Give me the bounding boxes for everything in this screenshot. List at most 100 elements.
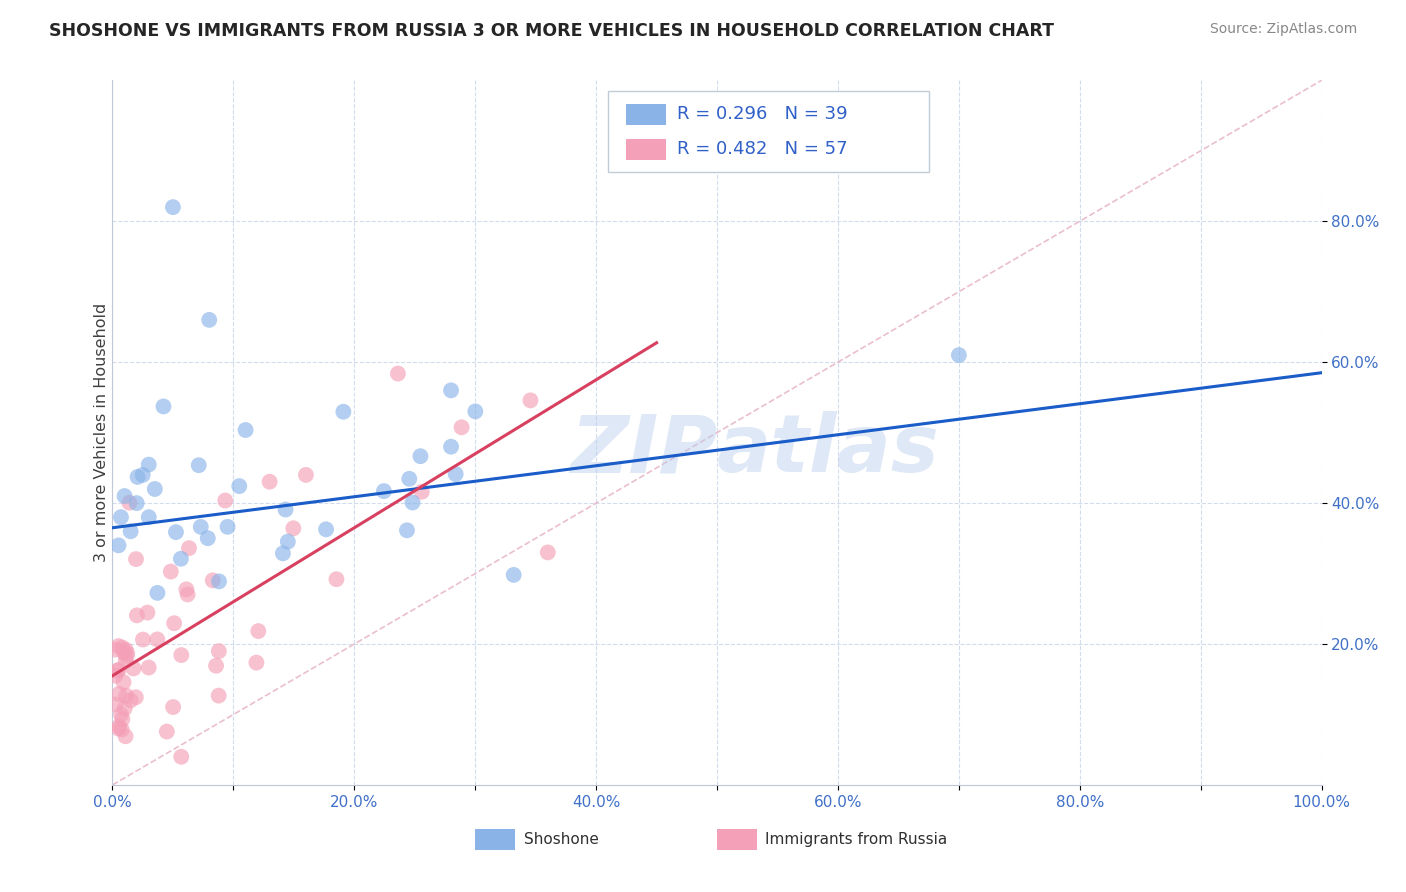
Point <box>115 648 138 663</box>
Point <box>136 606 159 620</box>
Point <box>519 393 541 408</box>
Point <box>208 574 231 589</box>
Point <box>115 646 138 660</box>
FancyBboxPatch shape <box>609 91 929 172</box>
Point <box>111 640 134 655</box>
Point <box>120 524 142 539</box>
Point <box>228 479 250 493</box>
Point <box>132 632 155 647</box>
FancyBboxPatch shape <box>717 830 756 850</box>
Point <box>115 689 138 703</box>
Point <box>138 510 160 524</box>
Text: SHOSHONE VS IMMIGRANTS FROM RUSSIA 3 OR MORE VEHICLES IN HOUSEHOLD CORRELATION C: SHOSHONE VS IMMIGRANTS FROM RUSSIA 3 OR … <box>49 22 1054 40</box>
Point <box>283 521 305 535</box>
Point <box>948 348 970 362</box>
Point <box>411 484 433 499</box>
Point <box>373 484 395 499</box>
Point <box>176 582 198 597</box>
Point <box>274 502 297 516</box>
Point <box>125 496 148 510</box>
Point <box>170 551 193 566</box>
Point <box>235 423 257 437</box>
Point <box>444 467 467 481</box>
Point <box>177 541 200 556</box>
Point <box>537 545 560 559</box>
Point <box>259 475 281 489</box>
Point <box>125 690 148 705</box>
Point <box>165 525 187 540</box>
Point <box>108 663 131 677</box>
Point <box>295 467 318 482</box>
Point <box>110 707 132 722</box>
Point <box>315 522 337 536</box>
Point <box>104 642 127 657</box>
Point <box>112 675 135 690</box>
Point <box>127 470 149 484</box>
Point <box>398 472 420 486</box>
Text: atlas: atlas <box>717 411 939 489</box>
Text: ZIP: ZIP <box>569 411 717 489</box>
Point <box>208 644 231 658</box>
Point <box>107 639 129 653</box>
Point <box>502 568 524 582</box>
Point <box>112 645 135 659</box>
Point <box>118 496 141 510</box>
Point <box>170 648 193 662</box>
Point <box>440 384 463 398</box>
Point <box>395 524 418 538</box>
Point <box>201 574 224 588</box>
Point <box>277 534 299 549</box>
Point <box>440 440 463 454</box>
Point <box>108 687 131 701</box>
Point <box>107 722 129 736</box>
Point <box>104 698 127 712</box>
Text: Immigrants from Russia: Immigrants from Russia <box>765 832 948 847</box>
Point <box>146 632 169 647</box>
Point <box>198 313 221 327</box>
FancyBboxPatch shape <box>626 139 666 160</box>
Point <box>110 510 132 524</box>
Point <box>332 405 354 419</box>
Point <box>114 653 136 667</box>
Point <box>120 693 142 707</box>
Point <box>138 458 160 472</box>
Text: R = 0.482   N = 57: R = 0.482 N = 57 <box>678 140 848 159</box>
Point <box>105 664 128 678</box>
Point <box>245 656 267 670</box>
Point <box>170 749 193 764</box>
Point <box>111 712 134 726</box>
Point <box>114 643 136 657</box>
Point <box>187 458 209 473</box>
Point <box>197 531 219 545</box>
Point <box>132 467 155 482</box>
Point <box>125 608 148 623</box>
Text: Shoshone: Shoshone <box>523 832 599 847</box>
Point <box>162 200 184 214</box>
Point <box>409 449 432 463</box>
Point <box>146 586 169 600</box>
Point <box>114 701 136 715</box>
Point <box>125 552 148 566</box>
Point <box>214 493 236 508</box>
Point <box>138 660 160 674</box>
Point <box>247 624 270 638</box>
FancyBboxPatch shape <box>475 830 515 850</box>
Point <box>190 520 212 534</box>
Point <box>401 495 423 509</box>
Point <box>122 661 145 675</box>
Point <box>217 520 239 534</box>
Point <box>108 719 131 733</box>
Point <box>464 404 486 418</box>
Y-axis label: 3 or more Vehicles in Household: 3 or more Vehicles in Household <box>94 303 108 562</box>
Point <box>114 489 136 503</box>
Text: Source: ZipAtlas.com: Source: ZipAtlas.com <box>1209 22 1357 37</box>
Point <box>163 616 186 631</box>
Point <box>162 700 184 714</box>
Point <box>152 400 174 414</box>
FancyBboxPatch shape <box>626 103 666 125</box>
Point <box>111 723 134 737</box>
Point <box>450 420 472 434</box>
Point <box>107 538 129 552</box>
Point <box>156 724 179 739</box>
Point <box>143 482 166 496</box>
